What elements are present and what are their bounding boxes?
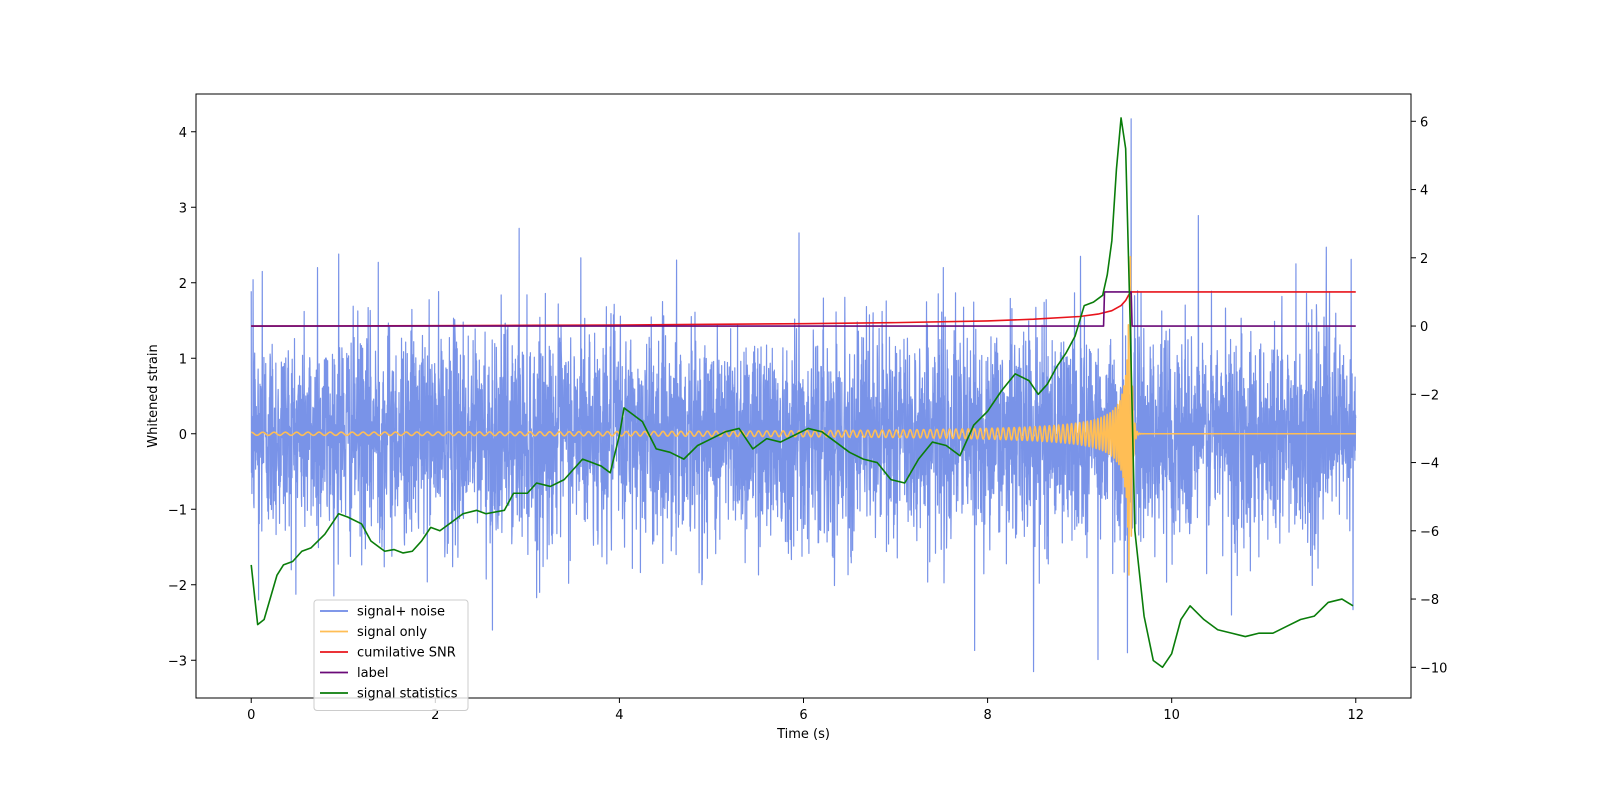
y2-tick-label: −6 <box>1420 525 1439 540</box>
legend-entry: cumilative SNR <box>357 646 456 661</box>
y2-tick-label: −10 <box>1420 661 1447 676</box>
y-tick-label: 1 <box>179 352 187 367</box>
y2-tick-label: 4 <box>1420 184 1428 199</box>
x-tick-label: 12 <box>1347 708 1364 723</box>
y2-tick-label: 2 <box>1420 252 1428 267</box>
legend: signal+ noise signal only cumilative SNR la… <box>313 599 469 711</box>
y-tick-label: −1 <box>168 503 187 518</box>
y2-tick-label: 0 <box>1420 320 1428 335</box>
y-tick-label: −2 <box>168 579 187 594</box>
x-tick-label: 10 <box>1163 708 1180 723</box>
y-tick-label: 2 <box>179 277 187 292</box>
x-tick-label: 2 <box>431 708 439 723</box>
y-tick-label: 4 <box>179 126 187 141</box>
y-axis-ticks: −3 −2 −1 0 1 2 3 4 <box>168 126 196 669</box>
series-line-signal-statistics <box>250 117 1354 669</box>
legend-box <box>313 599 469 711</box>
y-axis-label: Whitened strain <box>146 344 161 447</box>
y2-tick-label: −8 <box>1420 593 1439 608</box>
x-tick-label: 6 <box>799 708 807 723</box>
y2-tick-label: −2 <box>1420 388 1439 403</box>
legend-entry: signal only <box>357 625 427 640</box>
legend-entry: signal+ noise <box>357 605 445 620</box>
x-axis-label: Time (s) <box>776 727 830 742</box>
series-line-label <box>251 291 1356 327</box>
x-tick-label: 0 <box>247 708 255 723</box>
y-tick-label: −3 <box>168 654 187 669</box>
y2-axis-ticks: −10 −8 −6 −4 −2 0 2 4 6 <box>1411 115 1447 676</box>
series-line-cumilative-snr <box>251 291 1356 327</box>
series-line-signal-only <box>250 255 1357 576</box>
series-line-signal-noise <box>250 118 1357 673</box>
y2-tick-label: −4 <box>1420 457 1439 472</box>
y-tick-label: 3 <box>179 201 187 216</box>
y2-tick-label: 6 <box>1420 115 1428 130</box>
x-tick-label: 8 <box>983 708 991 723</box>
x-tick-label: 4 <box>615 708 623 723</box>
legend-entry: signal statistics <box>357 687 458 702</box>
legend-entry: label <box>357 666 388 681</box>
series-layer <box>250 117 1357 673</box>
y-tick-label: 0 <box>179 428 187 443</box>
